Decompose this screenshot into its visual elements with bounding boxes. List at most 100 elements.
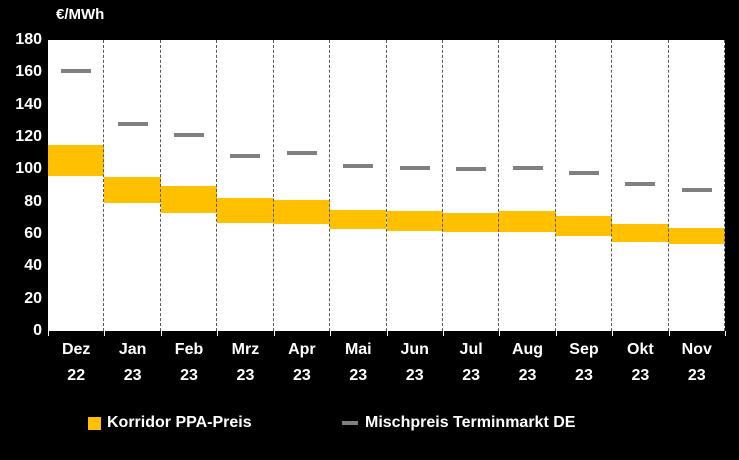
x-category-year: 23 xyxy=(405,367,424,384)
x-category-year: 23 xyxy=(123,367,142,384)
gridline xyxy=(329,40,331,331)
ppa-range-bar xyxy=(217,198,274,223)
terminmarkt-dash-marker xyxy=(61,68,92,73)
terminmarkt-dash-marker xyxy=(512,165,543,170)
x-category-month: Apr xyxy=(288,341,316,358)
x-category-label: Jan 23 xyxy=(104,337,160,389)
x-category-year: 23 xyxy=(236,367,255,384)
x-category-label: Aug 23 xyxy=(499,337,555,389)
terminmarkt-dash-marker xyxy=(625,181,656,186)
y-tick-label: 100 xyxy=(15,160,42,178)
x-category-year: 23 xyxy=(631,367,650,384)
x-category-label: Apr 23 xyxy=(274,337,330,389)
ppa-range-bar xyxy=(555,216,613,236)
legend-label: Mischpreis Terminmarkt DE xyxy=(365,414,576,431)
plot-area xyxy=(48,40,725,331)
x-axis-tick xyxy=(217,331,219,336)
x-axis: Dez 22 Jan 23 Feb 23 Mrz 23 Apr 23 Mai 23 Jun 23 Jul 23… xyxy=(48,337,725,393)
gridline xyxy=(216,40,218,331)
y-tick-label: 120 xyxy=(15,128,42,145)
x-axis-tick xyxy=(499,331,501,336)
y-tick-label: 0 xyxy=(33,322,42,339)
x-category-month: Mai xyxy=(344,341,372,358)
ppa-range-bar xyxy=(499,211,556,233)
x-category-month: Feb xyxy=(174,341,204,358)
x-category-year: 23 xyxy=(180,367,198,384)
terminmarkt-dash-marker xyxy=(343,164,374,169)
y-axis: 180 160 140 120 100 80 60 40 20 0 xyxy=(0,31,42,339)
y-tick-label: 20 xyxy=(24,289,42,307)
x-category-label: Okt 23 xyxy=(612,337,668,389)
x-category-year: 23 xyxy=(518,367,537,384)
terminmarkt-dash-marker xyxy=(399,165,430,170)
legend: Korridor PPA-Preis Mischpreis Terminmark… xyxy=(48,408,725,438)
x-category-label: Jun 23 xyxy=(387,337,443,389)
gridline xyxy=(724,40,725,331)
gridline xyxy=(667,40,669,331)
y-tick-label: 180 xyxy=(15,31,42,48)
x-category-month: Jan xyxy=(118,341,147,358)
terminmarkt-dash-marker xyxy=(230,154,261,159)
y-tick-label: 40 xyxy=(24,257,42,275)
x-category-month: Jun xyxy=(400,341,429,358)
x-category-year: 22 xyxy=(67,367,86,384)
x-category-year: 23 xyxy=(575,367,593,384)
x-axis-tick xyxy=(48,331,49,336)
ppa-range-bar xyxy=(330,209,387,230)
legend-item-mischpreis-terminmarkt: Mischpreis Terminmarkt DE xyxy=(342,408,575,438)
y-tick-label: 60 xyxy=(24,225,42,242)
terminmarkt-dash-marker xyxy=(286,151,317,156)
terminmarkt-dash-marker xyxy=(681,188,712,193)
y-axis-title: €/MWh xyxy=(56,6,105,23)
ppa-range-bar xyxy=(668,227,725,244)
x-axis-tick xyxy=(160,331,162,336)
ppa-range-bar xyxy=(442,212,500,233)
legend-dash-marker-icon xyxy=(342,421,358,425)
x-category-label: Feb 23 xyxy=(161,337,217,389)
gridline xyxy=(611,40,613,331)
gridline xyxy=(441,40,443,331)
x-category-label: Nov 23 xyxy=(669,337,725,389)
terminmarkt-dash-marker xyxy=(174,133,205,138)
ppa-range-bar xyxy=(160,185,218,213)
gridline xyxy=(272,40,274,331)
y-tick-label: 160 xyxy=(15,63,42,81)
x-axis-tick xyxy=(612,331,614,336)
x-axis-tick xyxy=(330,331,332,336)
x-category-label: Sep 23 xyxy=(556,337,612,389)
x-category-label: Mrz 23 xyxy=(217,337,273,389)
gridline xyxy=(498,40,500,331)
ppa-range-bar xyxy=(48,145,105,176)
terminmarkt-dash-marker xyxy=(456,167,487,172)
terminmarkt-dash-marker xyxy=(117,122,148,127)
x-category-month: Sep xyxy=(569,341,599,358)
ppa-range-bar xyxy=(273,200,331,225)
x-category-year: 23 xyxy=(687,367,706,384)
legend-item-korridor-ppa: Korridor PPA-Preis xyxy=(88,408,252,438)
x-axis-tick xyxy=(104,331,106,336)
gridline xyxy=(159,40,161,331)
ppa-range-bar xyxy=(104,177,161,204)
x-category-label: Dez 22 xyxy=(48,337,104,389)
x-category-year: 23 xyxy=(349,367,368,384)
x-axis-tick xyxy=(442,331,444,336)
x-axis-tick xyxy=(555,331,557,336)
x-category-month: Dez xyxy=(61,341,91,358)
x-category-month: Mrz xyxy=(231,341,260,358)
x-category-label: Mai 23 xyxy=(330,337,386,389)
legend-square-marker-icon xyxy=(88,416,101,430)
x-category-label: Jul 23 xyxy=(443,337,499,389)
x-axis-tick xyxy=(668,331,670,336)
y-tick-label: 80 xyxy=(24,192,42,210)
gridline xyxy=(103,40,105,331)
x-axis-ticks xyxy=(48,331,726,337)
x-category-year: 23 xyxy=(292,367,311,384)
x-axis-tick xyxy=(725,331,726,336)
x-category-month: Nov xyxy=(681,341,712,358)
x-category-month: Aug xyxy=(511,341,544,358)
y-tick-label: 140 xyxy=(15,95,42,113)
x-category-month: Okt xyxy=(627,341,654,358)
gridline xyxy=(385,40,387,331)
ppa-range-bar xyxy=(386,211,443,231)
